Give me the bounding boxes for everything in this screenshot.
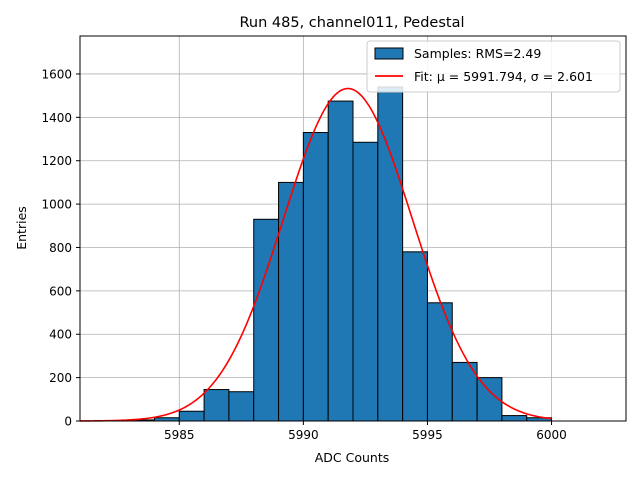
chart-title: Run 485, channel011, Pedestal [239, 15, 464, 31]
x-tick-label: 5995 [412, 428, 443, 442]
legend-label-fit: Fit: μ = 5991.794, σ = 2.601 [414, 69, 593, 84]
x-axis-label: ADC Counts [315, 450, 390, 465]
y-axis-ticks: 0 200 400 600 800 1000 1200 1400 1600 [41, 67, 80, 429]
histogram-bar [302, 132, 329, 422]
x-tick-label: 6000 [536, 428, 567, 442]
histogram-bars [129, 86, 553, 422]
fit-line [79, 87, 552, 422]
histogram-bar [377, 86, 404, 422]
y-tick-label: 1200 [41, 154, 72, 168]
legend: Samples: RMS=2.49 Fit: μ = 5991.794, σ =… [366, 40, 621, 93]
plot-frame [79, 35, 627, 422]
y-axis-label: Entries [14, 206, 29, 250]
histogram-bar [203, 389, 230, 422]
histogram-bar [228, 391, 255, 422]
legend-box [366, 40, 621, 93]
y-tick-label: 0 [64, 415, 72, 429]
histogram-bar [501, 415, 528, 422]
histogram-bar [327, 100, 354, 422]
y-tick-label: 400 [49, 328, 72, 342]
y-tick-label: 800 [49, 241, 72, 255]
x-axis-ticks: 5985 5990 5995 6000 [164, 421, 567, 442]
histogram-bar [402, 251, 428, 422]
x-tick-label: 5990 [288, 428, 319, 442]
y-tick-label: 1400 [41, 111, 72, 125]
legend-swatch-histogram [374, 47, 404, 60]
y-tick-label: 1600 [41, 67, 72, 81]
fit-curve [79, 87, 552, 422]
y-tick-label: 1000 [41, 198, 72, 212]
legend-label-samples: Samples: RMS=2.49 [414, 46, 541, 61]
histogram-bar [352, 141, 379, 422]
y-tick-label: 200 [49, 371, 72, 385]
x-tick-label: 5985 [164, 428, 195, 442]
y-tick-label: 600 [49, 284, 72, 298]
histogram-bar [278, 181, 304, 422]
histogram-bar [253, 218, 280, 422]
histogram-bar [178, 410, 205, 422]
